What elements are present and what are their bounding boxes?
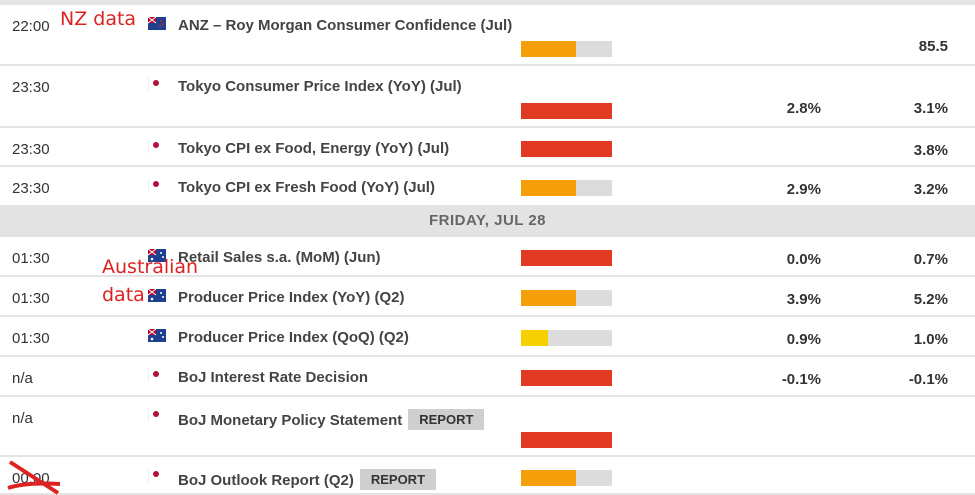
event-title-text: BoJ Interest Rate Decision xyxy=(178,369,369,386)
event-title-text: Tokyo CPI ex Food, Energy (YoY) (Jul) xyxy=(178,140,450,157)
impact-bar-fill xyxy=(521,103,612,119)
previous-value: 1.0% xyxy=(913,331,948,348)
impact-bar xyxy=(521,180,612,196)
event-title[interactable]: Tokyo CPI ex Food, Energy (YoY) (Jul) xyxy=(178,140,449,157)
impact-bar-fill xyxy=(521,290,576,306)
forecast-value: -0.1% xyxy=(781,371,821,388)
impact-bar xyxy=(521,370,612,386)
event-title[interactable]: Producer Price Index (QoQ) (Q2) xyxy=(178,329,409,346)
event-row[interactable]: 23:30 Tokyo CPI ex Food, Energy (YoY) (J… xyxy=(0,128,975,167)
event-row[interactable]: 00:00 BoJ Outlook Report (Q2) REPORT xyxy=(0,457,975,495)
au-annotation-line2: data xyxy=(102,284,145,306)
impact-bar xyxy=(521,141,612,157)
previous-value: -0.1% xyxy=(908,371,948,388)
event-title[interactable]: Retail Sales s.a. (MoM) (Jun) xyxy=(178,249,381,266)
forecast-value: 2.9% xyxy=(786,181,821,198)
japan-flag-icon xyxy=(148,78,166,91)
event-title[interactable]: Producer Price Index (YoY) (Q2) xyxy=(178,289,404,306)
impact-bar-fill xyxy=(521,180,576,196)
previous-value: 85.5 xyxy=(918,38,948,55)
japan-flag-icon xyxy=(148,409,166,422)
impact-bar-fill xyxy=(521,250,612,266)
impact-bar xyxy=(521,330,612,346)
previous-value: 3.2% xyxy=(913,181,948,198)
cross-out-mark xyxy=(7,460,61,495)
forecast-value: 2.8% xyxy=(786,100,821,117)
event-title[interactable]: Tokyo CPI ex Fresh Food (YoY) (Jul) xyxy=(178,179,435,196)
event-time: 01:30 xyxy=(12,290,50,307)
forecast-value: 0.0% xyxy=(786,251,821,268)
event-row[interactable]: 01:30 Retail Sales s.a. (MoM) (Jun) 0.0%… xyxy=(0,237,975,277)
australia-flag-icon xyxy=(147,288,166,302)
impact-bar-fill xyxy=(521,41,576,57)
japan-flag-icon xyxy=(148,369,166,382)
impact-bar xyxy=(521,290,612,306)
event-time: 23:30 xyxy=(12,79,50,96)
nz-annotation: NZ data xyxy=(60,8,137,30)
event-title[interactable]: BoJ Outlook Report (Q2) REPORT xyxy=(178,469,437,490)
previous-value: 0.7% xyxy=(913,251,948,268)
event-title-text: Tokyo CPI ex Fresh Food (YoY) (Jul) xyxy=(178,179,435,196)
event-row[interactable]: 01:30 Producer Price Index (YoY) (Q2) 3.… xyxy=(0,277,975,317)
event-time: n/a xyxy=(12,370,33,387)
impact-bar-fill xyxy=(521,141,612,157)
event-title-text: Retail Sales s.a. (MoM) (Jun) xyxy=(178,249,381,266)
event-row[interactable]: 22:00 ANZ – Roy Morgan Consumer Confiden… xyxy=(0,5,975,66)
event-title[interactable]: Tokyo Consumer Price Index (YoY) (Jul) xyxy=(178,78,462,95)
impact-bar xyxy=(521,250,612,266)
japan-flag-icon xyxy=(148,140,166,153)
forecast-value: 3.9% xyxy=(786,291,821,308)
event-title-text: ANZ – Roy Morgan Consumer Confidence (Ju… xyxy=(178,17,513,34)
event-row[interactable]: 23:30 Tokyo CPI ex Fresh Food (YoY) (Jul… xyxy=(0,167,975,207)
forecast-value: 0.9% xyxy=(786,331,821,348)
australia-flag-icon xyxy=(147,248,166,262)
event-row[interactable]: n/a BoJ Monetary Policy Statement REPORT xyxy=(0,397,975,457)
event-title-text: BoJ Outlook Report (Q2) xyxy=(178,472,354,489)
event-title[interactable]: BoJ Interest Rate Decision xyxy=(178,369,368,386)
nz-flag-icon xyxy=(147,16,166,30)
event-row[interactable]: 23:30 Tokyo Consumer Price Index (YoY) (… xyxy=(0,66,975,128)
event-title-text: BoJ Monetary Policy Statement xyxy=(178,412,403,429)
impact-bar-fill xyxy=(521,470,576,486)
impact-bar-fill xyxy=(521,330,549,346)
impact-bar-fill xyxy=(521,432,612,448)
event-time: 22:00 xyxy=(12,18,50,35)
australia-flag-icon xyxy=(147,328,166,342)
top-strip xyxy=(0,0,975,5)
event-title-text: Tokyo Consumer Price Index (YoY) (Jul) xyxy=(178,78,462,95)
event-time: 23:30 xyxy=(12,141,50,158)
event-title[interactable]: BoJ Monetary Policy Statement REPORT xyxy=(178,409,485,430)
event-title[interactable]: ANZ – Roy Morgan Consumer Confidence (Ju… xyxy=(178,17,512,34)
event-title-text: Producer Price Index (QoQ) (Q2) xyxy=(178,329,409,346)
report-button[interactable]: REPORT xyxy=(408,409,485,430)
previous-value: 3.1% xyxy=(913,100,948,117)
event-time: n/a xyxy=(12,410,33,427)
event-time: 23:30 xyxy=(12,180,50,197)
event-title-text: Producer Price Index (YoY) (Q2) xyxy=(178,289,405,306)
japan-flag-icon xyxy=(148,469,166,482)
impact-bar xyxy=(521,432,612,448)
date-header: FRIDAY, JUL 28 xyxy=(0,207,975,237)
previous-value: 3.8% xyxy=(913,142,948,159)
previous-value: 5.2% xyxy=(913,291,948,308)
event-time: 01:30 xyxy=(12,250,50,267)
event-row[interactable]: n/a BoJ Interest Rate Decision -0.1% -0.… xyxy=(0,357,975,397)
japan-flag-icon xyxy=(148,179,166,192)
event-row[interactable]: 01:30 Producer Price Index (QoQ) (Q2) 0.… xyxy=(0,317,975,357)
event-time: 01:30 xyxy=(12,330,50,347)
impact-bar xyxy=(521,470,612,486)
impact-bar xyxy=(521,41,612,57)
report-button[interactable]: REPORT xyxy=(359,469,437,490)
impact-bar xyxy=(521,103,612,119)
impact-bar-fill xyxy=(521,370,612,386)
au-annotation-line1: Australian xyxy=(102,256,199,278)
